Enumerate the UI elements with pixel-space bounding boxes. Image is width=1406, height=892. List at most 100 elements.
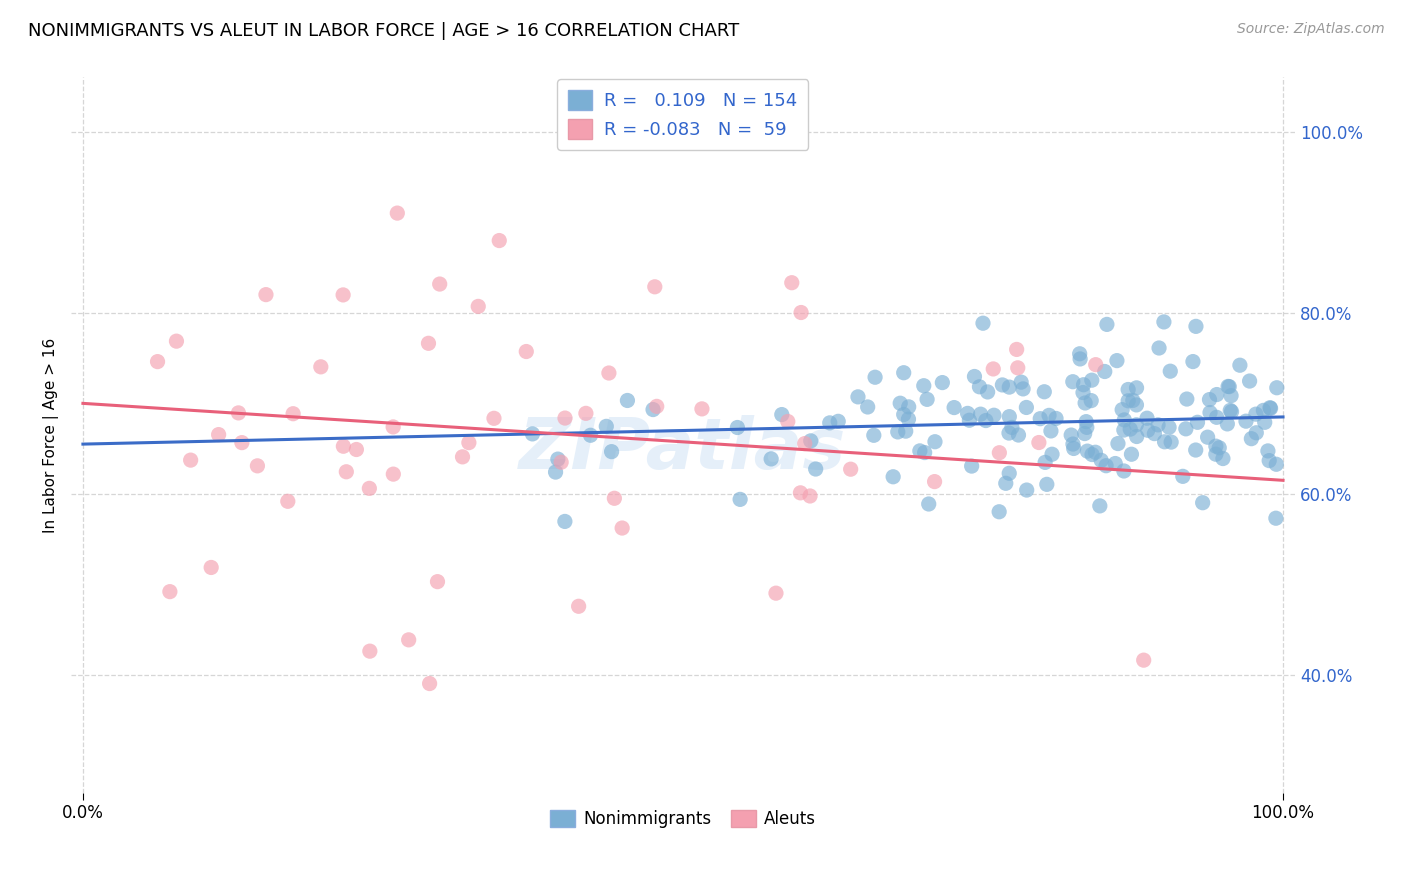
- Point: [1076, 415, 1098, 429]
- Point: [419, 676, 441, 690]
- Point: [1125, 398, 1147, 412]
- Point: [1121, 447, 1143, 461]
- Point: [882, 469, 904, 483]
- Point: [1107, 436, 1129, 450]
- Point: [482, 411, 505, 425]
- Point: [1153, 434, 1175, 449]
- Point: [575, 406, 598, 420]
- Point: [1239, 374, 1261, 388]
- Point: [451, 450, 474, 464]
- Legend: Nonimmigrants, Aleuts: Nonimmigrants, Aleuts: [543, 803, 823, 834]
- Point: [998, 467, 1021, 481]
- Point: [1104, 457, 1126, 471]
- Point: [894, 424, 917, 438]
- Point: [1007, 360, 1029, 375]
- Point: [359, 482, 381, 496]
- Point: [1095, 318, 1118, 332]
- Point: [976, 384, 998, 399]
- Point: [1119, 422, 1142, 436]
- Point: [1073, 377, 1095, 392]
- Point: [1114, 413, 1136, 427]
- Point: [1112, 423, 1135, 437]
- Point: [770, 408, 793, 422]
- Point: [728, 492, 751, 507]
- Point: [641, 402, 664, 417]
- Point: [1147, 417, 1170, 432]
- Point: [1081, 373, 1104, 387]
- Point: [690, 401, 713, 416]
- Point: [1220, 389, 1243, 403]
- Point: [488, 234, 510, 248]
- Point: [382, 467, 405, 482]
- Point: [924, 434, 946, 449]
- Point: [1012, 382, 1035, 396]
- Point: [1216, 379, 1239, 393]
- Point: [159, 584, 181, 599]
- Point: [1069, 351, 1091, 366]
- Point: [991, 378, 1014, 392]
- Point: [1253, 403, 1275, 417]
- Point: [918, 497, 941, 511]
- Point: [359, 644, 381, 658]
- Point: [963, 369, 986, 384]
- Point: [972, 316, 994, 330]
- Point: [915, 392, 938, 407]
- Point: [1116, 383, 1139, 397]
- Point: [579, 428, 602, 442]
- Point: [1116, 393, 1139, 408]
- Point: [793, 436, 815, 450]
- Point: [644, 280, 666, 294]
- Point: [228, 406, 250, 420]
- Point: [281, 407, 304, 421]
- Point: [1181, 354, 1204, 368]
- Point: [246, 458, 269, 473]
- Point: [1220, 404, 1243, 418]
- Point: [1143, 426, 1166, 441]
- Point: [515, 344, 537, 359]
- Point: [1125, 429, 1147, 443]
- Point: [207, 427, 229, 442]
- Point: [595, 419, 617, 434]
- Point: [969, 380, 991, 394]
- Point: [332, 439, 354, 453]
- Point: [1258, 401, 1281, 415]
- Point: [547, 452, 569, 467]
- Point: [1157, 420, 1180, 434]
- Text: NONIMMIGRANTS VS ALEUT IN LABOR FORCE | AGE > 16 CORRELATION CHART: NONIMMIGRANTS VS ALEUT IN LABOR FORCE | …: [28, 22, 740, 40]
- Point: [382, 420, 405, 434]
- Point: [1260, 401, 1282, 416]
- Point: [1175, 392, 1198, 406]
- Point: [598, 366, 620, 380]
- Point: [1001, 420, 1024, 434]
- Point: [974, 413, 997, 427]
- Point: [1040, 447, 1063, 461]
- Point: [522, 426, 544, 441]
- Point: [610, 521, 633, 535]
- Point: [1033, 384, 1056, 399]
- Point: [1105, 353, 1128, 368]
- Point: [550, 455, 572, 469]
- Point: [200, 560, 222, 574]
- Point: [600, 444, 623, 458]
- Point: [277, 494, 299, 508]
- Point: [1125, 417, 1147, 432]
- Point: [1205, 387, 1227, 401]
- Point: [1132, 653, 1154, 667]
- Point: [893, 408, 915, 422]
- Point: [1069, 347, 1091, 361]
- Point: [889, 396, 911, 410]
- Point: [912, 378, 935, 392]
- Point: [765, 586, 787, 600]
- Point: [998, 409, 1021, 424]
- Point: [1062, 375, 1084, 389]
- Point: [1205, 410, 1227, 425]
- Point: [1184, 443, 1206, 458]
- Point: [1159, 364, 1181, 378]
- Point: [956, 406, 979, 420]
- Point: [862, 428, 884, 442]
- Point: [1015, 483, 1038, 497]
- Point: [1060, 428, 1083, 442]
- Point: [897, 400, 920, 414]
- Point: [387, 206, 409, 220]
- Point: [418, 336, 440, 351]
